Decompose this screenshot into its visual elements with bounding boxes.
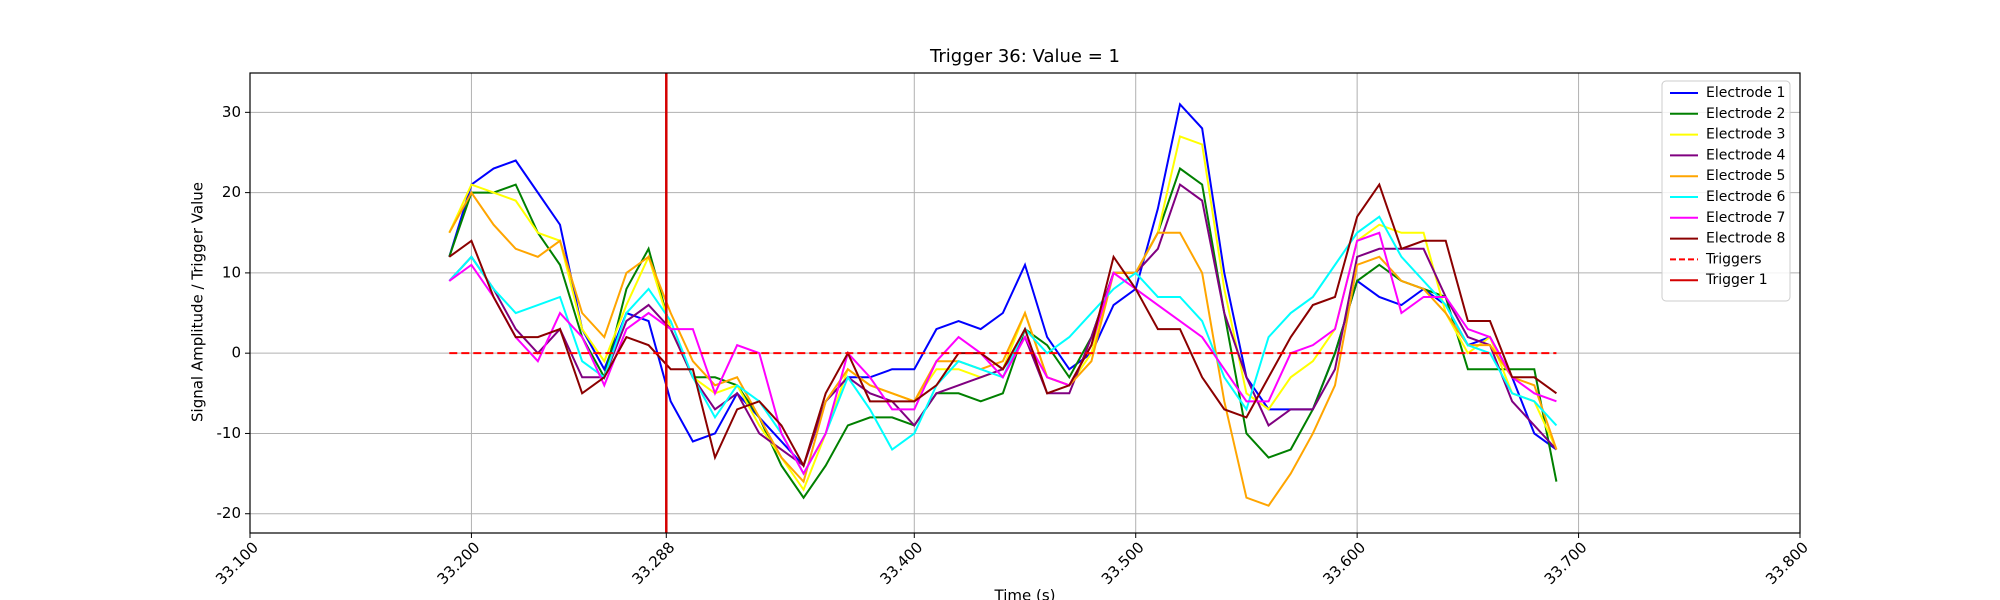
legend-label: Trigger 1 [1705, 272, 1768, 288]
series-line [448, 215, 1558, 476]
y-tick-label: -20 [217, 504, 242, 522]
legend-label: Electrode 3 [1706, 127, 1785, 143]
series-line [448, 190, 1558, 507]
x-tick-label: 33.200 [434, 538, 484, 588]
legend-label: Triggers [1705, 251, 1762, 267]
y-tick-label: 0 [231, 344, 241, 362]
x-tick-label: 33.700 [1541, 538, 1591, 588]
y-tick-label: 10 [222, 263, 241, 281]
chart-title: Trigger 36: Value = 1 [929, 46, 1120, 67]
legend-box [1661, 80, 1791, 302]
y-axis-label: Signal Amplitude / Trigger Value [189, 182, 207, 422]
legend-label: Electrode 1 [1706, 85, 1785, 101]
legend-label: Electrode 5 [1706, 168, 1785, 184]
legend-label: Electrode 2 [1706, 106, 1785, 122]
legend-label: Electrode 4 [1706, 147, 1785, 163]
y-tick-label: -10 [217, 424, 242, 442]
series-line [448, 182, 1558, 469]
plot-frame [249, 72, 1801, 534]
x-axis-label: Time (s) [994, 587, 1056, 600]
x-tick-label: 33.600 [1319, 538, 1369, 588]
series-line [448, 231, 1557, 476]
x-tick-label: 33.500 [1098, 538, 1148, 588]
x-tick-label: 33.288 [628, 538, 678, 588]
y-tick-label: 30 [222, 103, 241, 121]
series-line [448, 182, 1558, 468]
legend-label: Electrode 8 [1706, 231, 1785, 247]
series-line [448, 166, 1558, 500]
legend-label: Electrode 6 [1706, 189, 1785, 205]
x-tick-label: 33.100 [212, 538, 262, 588]
x-tick-label: 33.400 [876, 538, 926, 588]
x-tick-label: 33.800 [1762, 538, 1812, 588]
legend-label: Electrode 7 [1706, 210, 1785, 226]
series-line [448, 102, 1558, 468]
y-tick-label: 20 [222, 183, 241, 201]
legend: Electrode 1 Electrode 2 Electrode 3 Electro… [1661, 80, 1791, 302]
